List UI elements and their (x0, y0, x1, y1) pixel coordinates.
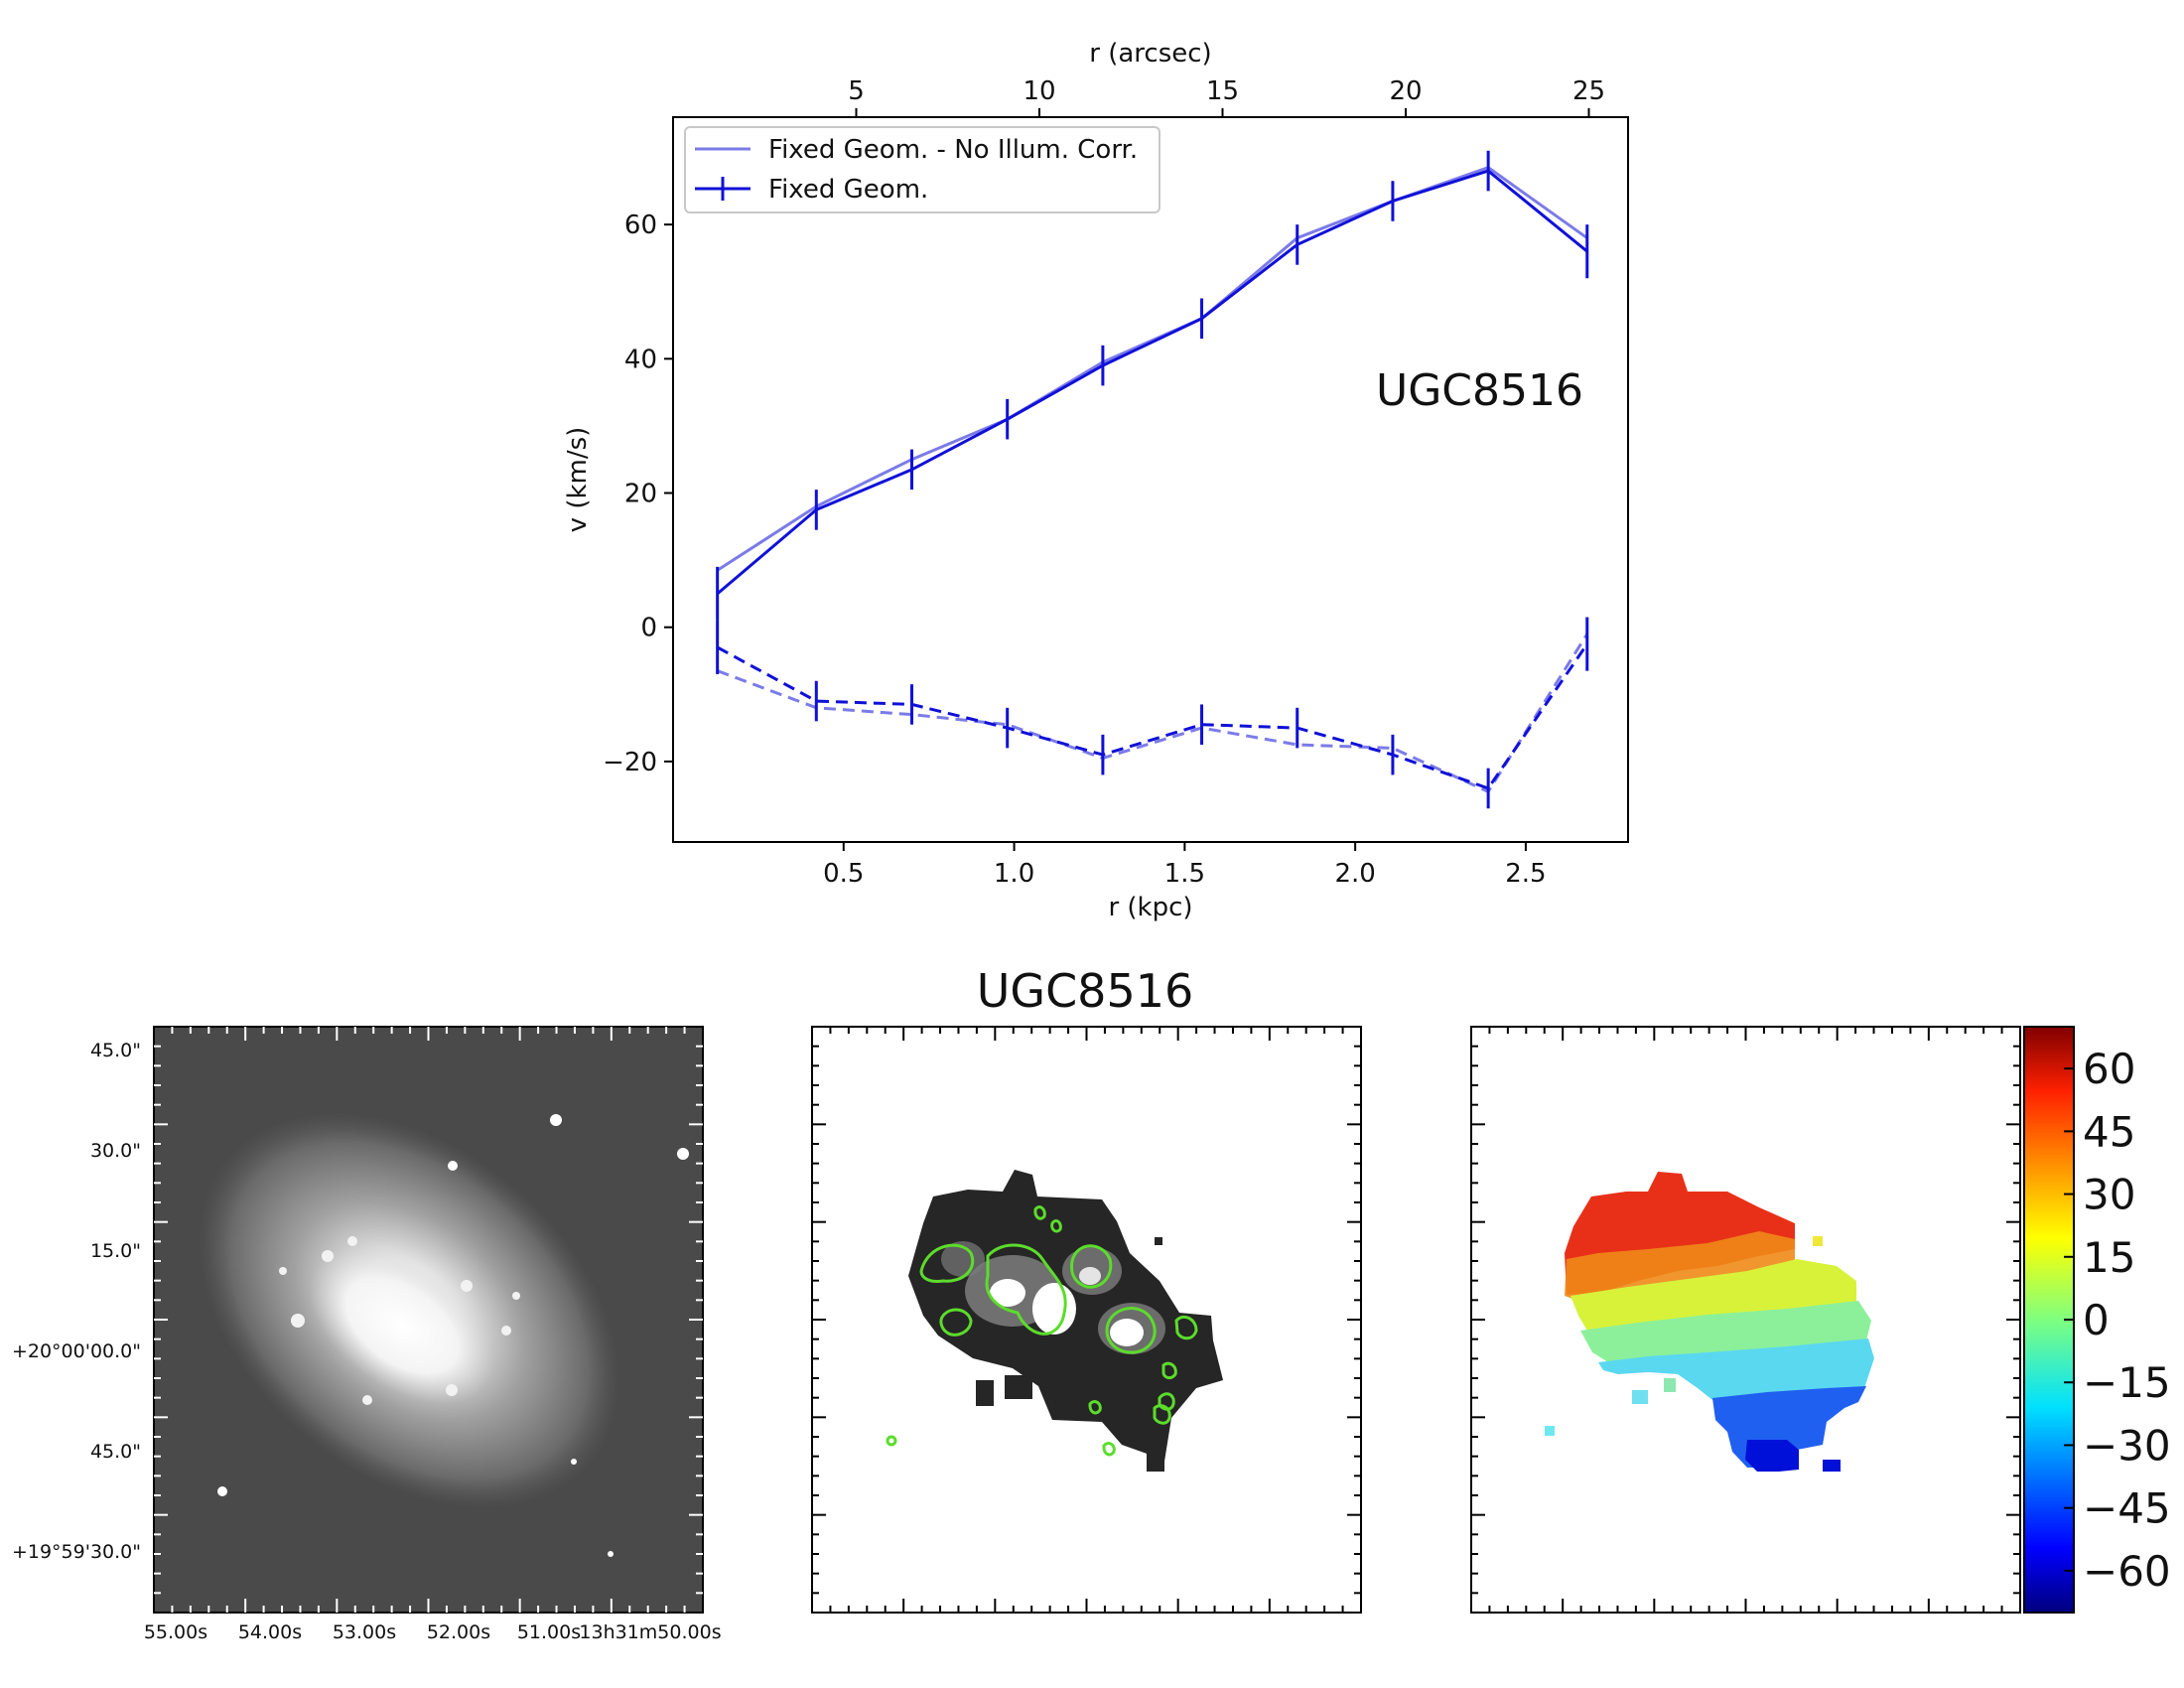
intensity-glow (941, 1241, 985, 1277)
velocity-ticks (1471, 1027, 2020, 1613)
optical-x-tick-label: 52.00s (427, 1621, 490, 1643)
bright-knots (279, 1236, 520, 1405)
optical-y-tick-label: 45.0" (90, 1441, 141, 1463)
optical-y-tick-label: 45.0" (90, 1040, 141, 1061)
colorbar-ticks: 60 45 30 15 0 −15 −30 −45 −60 (2064, 1045, 2171, 1596)
velocity-outlier-pixel (1823, 1460, 1841, 1472)
top-x-tick-label: 20 (1389, 76, 1422, 106)
contour (1050, 1219, 1062, 1233)
colorbar-tick-label: 60 (2083, 1045, 2135, 1093)
intensity-hotspot (1079, 1267, 1101, 1285)
intensity-ticks (812, 1027, 1361, 1613)
x-axis-label: r (kpc) (1108, 893, 1192, 922)
legend-label-fixed: Fixed Geom. (768, 175, 928, 205)
optical-y-tick-label: 30.0" (90, 1140, 141, 1162)
velocity-cyan-band (1598, 1338, 1874, 1400)
velocity-orange-band (1565, 1231, 1795, 1301)
y-tick-label: 20 (624, 480, 657, 509)
contour (1161, 1361, 1177, 1380)
rotation-curve-chart: 0.5 1.0 1.5 2.0 2.5 −20 0 20 40 60 5 10 15 20 25 r (kp… (563, 39, 1629, 922)
velocity-outlier-pixel (1632, 1390, 1648, 1404)
colorbar-tick-label: −60 (2083, 1547, 2171, 1596)
colorbar-tick-label: −30 (2083, 1421, 2171, 1470)
top-x-tick-label: 10 (1023, 76, 1055, 106)
contour (1033, 1205, 1046, 1220)
series-line-receding (716, 642, 1589, 790)
intensity-hotspot (1110, 1319, 1144, 1346)
galaxy-annotation: UGC8516 (1376, 365, 1583, 416)
colorbar-tick-label: 15 (2083, 1233, 2135, 1282)
velocity-outlier-pixel (1813, 1236, 1823, 1246)
contour (939, 1308, 973, 1336)
velocity-yellow-band (1570, 1259, 1856, 1333)
optical-y-tick-label: +19°59'30.0" (12, 1541, 141, 1563)
axis-ticks: 0.5 1.0 1.5 2.0 2.5 −20 0 20 40 60 5 10 15 20 25 (603, 76, 1605, 889)
x-tick-label: 2.5 (1505, 859, 1546, 889)
series-line-approaching (716, 169, 1588, 596)
intensity-contours (886, 1205, 1198, 1457)
plot-frame (672, 116, 1629, 843)
y-tick-label: 40 (624, 345, 657, 374)
colorbar-tick-label: −15 (2083, 1358, 2171, 1407)
y-tick-label: −20 (603, 748, 657, 777)
velocity-field-body (1545, 1172, 1874, 1472)
x-tick-label: 2.0 (1334, 859, 1375, 889)
velocity-deep-blue (1745, 1440, 1799, 1472)
contour (1070, 1244, 1113, 1289)
x-tick-label: 1.5 (1164, 859, 1205, 889)
legend-label-no-illum: Fixed Geom. - No Illum. Corr. (768, 135, 1138, 165)
foreground-stars (217, 1114, 689, 1557)
optical-x-tick-labels: 55.00s 54.00s 53.00s 52.00s 51.00s 13h31… (144, 1621, 722, 1643)
velocity-outlier-pixel (1545, 1426, 1555, 1436)
colorbar-tick-label: 30 (2083, 1171, 2135, 1219)
velocity-field-panel: 60 45 30 15 0 −15 −30 −45 −60 (1470, 1026, 2171, 1614)
y-axis-label: v (km/s) (563, 427, 593, 533)
legend: Fixed Geom. - No Illum. Corr. Fixed Geom… (684, 126, 1160, 213)
intensity-hotspot (1032, 1283, 1076, 1335)
colorbar-tick-label: −45 (2083, 1484, 2171, 1533)
series-line-approaching (716, 166, 1588, 572)
contour (1102, 1442, 1116, 1457)
galaxy-core (309, 1247, 495, 1404)
intensity-emission-block (1005, 1375, 1032, 1399)
intensity-emission-block (1155, 1237, 1162, 1245)
intensity-hotspot (990, 1279, 1025, 1307)
series-line-receding (717, 633, 1589, 794)
velocity-outlier-pixel (1664, 1378, 1676, 1392)
contour (886, 1435, 897, 1447)
intensity-emission-block (976, 1380, 994, 1406)
contour (1153, 1404, 1171, 1425)
top-x-tick-label: 5 (848, 76, 865, 106)
top-x-axis-label: r (arcsec) (1089, 39, 1211, 69)
y-tick-label: 60 (624, 211, 657, 240)
optical-x-tick-label: 55.00s (144, 1621, 207, 1643)
contour (1105, 1307, 1157, 1354)
x-tick-label: 1.0 (994, 859, 1034, 889)
contour (1088, 1400, 1102, 1415)
top-x-tick-label: 25 (1572, 76, 1605, 106)
top-x-tick-label: 15 (1206, 76, 1239, 106)
intensity-map-title: UGC8516 (977, 964, 1194, 1018)
intensity-map-panel: UGC8516 (811, 964, 1362, 1614)
optical-ticks (154, 1027, 703, 1613)
optical-x-tick-label: 13h31m50.00s (579, 1621, 721, 1643)
colorbar-tick-label: 0 (2083, 1296, 2110, 1344)
y-tick-label: 0 (640, 614, 657, 643)
optical-image-panel: 45.0" 30.0" 15.0" +20°00'00.0" 45.0" +19… (12, 1026, 722, 1643)
legend-box (684, 126, 1160, 213)
optical-y-tick-label: 15.0" (90, 1240, 141, 1262)
x-tick-label: 0.5 (823, 859, 864, 889)
intensity-emission-block (1147, 1442, 1164, 1472)
contour (919, 1243, 975, 1283)
series-group (716, 150, 1589, 809)
optical-y-tick-label: +20°00'00.0" (12, 1340, 141, 1362)
optical-x-tick-label: 54.00s (238, 1621, 302, 1643)
contour (985, 1243, 1067, 1336)
colorbar-tick-label: 45 (2083, 1107, 2135, 1156)
optical-x-tick-label: 53.00s (333, 1621, 396, 1643)
contour (1174, 1315, 1198, 1340)
optical-y-tick-labels: 45.0" 30.0" 15.0" +20°00'00.0" 45.0" +19… (12, 1040, 141, 1563)
optical-x-tick-label: 51.00s (517, 1621, 581, 1643)
